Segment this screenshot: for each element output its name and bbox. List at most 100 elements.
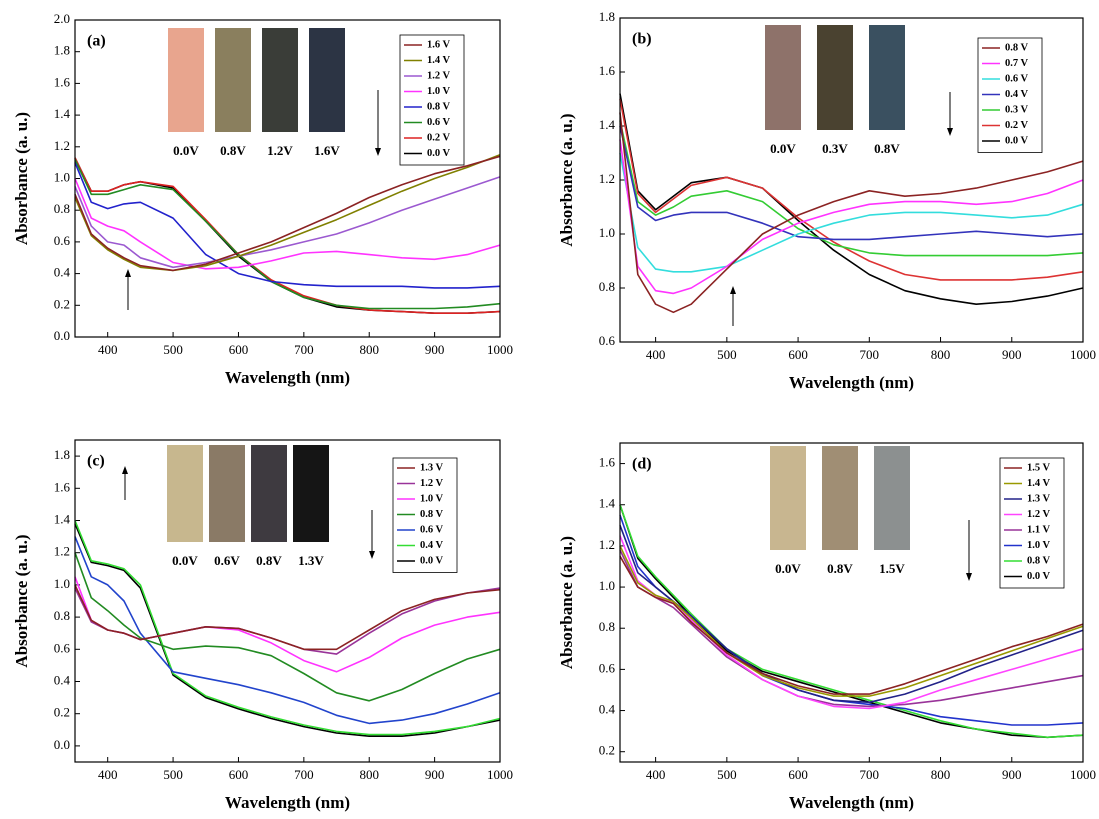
legend-label: 0.8 V — [1005, 42, 1029, 53]
legend-label: 1.2 V — [427, 70, 451, 81]
y-tick-label: 0.6 — [54, 640, 71, 655]
y-tick-label: 1.0 — [599, 225, 615, 240]
y-tick-label: 0.6 — [599, 660, 616, 675]
color-swatch — [770, 446, 806, 550]
legend-label: 0.6 V — [1005, 73, 1029, 84]
swatch-label: 0.0V — [172, 553, 198, 568]
legend-label: 0.0 V — [1005, 135, 1029, 146]
spectrum-line — [619, 112, 1084, 314]
legend-label: 0.0 V — [420, 555, 444, 566]
y-tick-label: 1.6 — [599, 63, 616, 78]
legend-label: 1.0 V — [427, 86, 451, 97]
x-tick-label: 600 — [229, 342, 249, 357]
y-tick-label: 0.0 — [54, 328, 70, 343]
legend-label: 1.4 V — [427, 55, 451, 66]
y-tick-label: 0.8 — [54, 201, 70, 216]
x-tick-label: 700 — [860, 767, 880, 782]
swatch-label: 0.6V — [214, 553, 240, 568]
spectrum-line — [74, 576, 501, 673]
legend-label: 1.2 V — [420, 478, 444, 489]
y-tick-label: 1.4 — [54, 106, 71, 121]
y-tick-label: 0.8 — [54, 608, 70, 623]
x-tick-label: 1000 — [487, 767, 513, 782]
x-tick-label: 500 — [163, 342, 183, 357]
swatch-label: 0.0V — [775, 561, 801, 576]
y-axis-title: Absorbance (a. u.) — [12, 112, 31, 245]
spectrum-line — [619, 525, 1084, 704]
x-tick-label: 600 — [788, 347, 808, 362]
spectrum-line — [619, 504, 1084, 739]
y-tick-label: 1.2 — [599, 537, 615, 552]
y-tick-label: 0.2 — [599, 743, 615, 758]
swatch-label: 0.8V — [827, 561, 853, 576]
spectrum-line — [619, 125, 1084, 241]
y-tick-label: 1.8 — [54, 447, 70, 462]
x-tick-label: 800 — [359, 767, 379, 782]
y-axis-title: Absorbance (a. u.) — [557, 113, 576, 246]
x-tick-label: 700 — [294, 767, 314, 782]
y-tick-label: 1.8 — [599, 9, 615, 24]
spectrum-line — [619, 139, 1084, 295]
y-tick-label: 1.2 — [599, 171, 615, 186]
swatch-label: 0.8V — [220, 143, 246, 158]
x-tick-label: 800 — [931, 767, 951, 782]
y-tick-label: 0.8 — [599, 279, 615, 294]
y-tick-label: 0.0 — [54, 737, 70, 752]
y-tick-label: 0.2 — [54, 705, 70, 720]
y-tick-label: 1.4 — [54, 511, 71, 526]
x-tick-label: 400 — [646, 767, 666, 782]
spectrum-line — [619, 535, 1084, 710]
panel-label: (a) — [87, 33, 106, 50]
panel-label: (d) — [632, 456, 652, 473]
y-tick-label: 0.8 — [599, 619, 615, 634]
swatch-label: 0.8V — [256, 553, 282, 568]
swatch-label: 0.0V — [770, 141, 796, 156]
spectrum-line — [619, 555, 1084, 695]
x-tick-label: 1000 — [1070, 347, 1096, 362]
legend-label: 0.2 V — [1005, 120, 1029, 131]
legend-label: 0.0 V — [427, 148, 451, 159]
x-tick-label: 400 — [98, 342, 118, 357]
swatch-label: 0.3V — [822, 141, 848, 156]
legend-label: 1.3 V — [1027, 493, 1051, 504]
y-tick-label: 0.4 — [599, 702, 616, 717]
plot-frame — [619, 17, 1084, 343]
spectrum-line — [74, 523, 501, 737]
legend-label: 0.6 V — [420, 524, 444, 535]
panel-label: (b) — [632, 31, 652, 48]
color-swatch — [293, 445, 329, 542]
color-swatch — [869, 25, 905, 130]
plot-frame — [74, 439, 501, 763]
spectrum-line — [74, 520, 501, 736]
y-axis-title: Absorbance (a. u.) — [12, 534, 31, 667]
color-swatch — [822, 446, 858, 550]
x-tick-label: 900 — [425, 342, 445, 357]
legend-label: 1.0 V — [420, 493, 444, 504]
y-axis-title: Absorbance (a. u.) — [557, 536, 576, 669]
legend-label: 0.8 V — [1027, 555, 1051, 566]
legend-label: 0.4 V — [420, 540, 444, 551]
x-tick-label: 600 — [788, 767, 808, 782]
y-tick-label: 1.6 — [54, 479, 71, 494]
y-tick-label: 0.6 — [54, 233, 71, 248]
spectrum-line — [619, 120, 1084, 257]
x-tick-label: 900 — [425, 767, 445, 782]
swatch-label: 0.0V — [173, 143, 199, 158]
spectrum-line — [74, 162, 501, 289]
spectrum-line — [74, 155, 501, 272]
spectrum-line — [619, 549, 1084, 708]
legend-box — [399, 34, 465, 166]
x-tick-label: 1000 — [1070, 767, 1096, 782]
swatch-label: 1.5V — [879, 561, 905, 576]
legend-label: 1.3 V — [420, 462, 444, 473]
swatch-label: 1.6V — [314, 143, 340, 158]
legend-label: 1.1 V — [1027, 524, 1051, 535]
spectrum-line — [619, 93, 1084, 305]
spectrum-line — [74, 178, 501, 270]
color-swatch — [251, 445, 287, 542]
x-axis-title: Wavelength (nm) — [789, 793, 914, 812]
y-tick-label: 0.2 — [54, 296, 70, 311]
color-swatch — [215, 28, 251, 132]
spectrum-line — [619, 545, 1084, 697]
x-axis-title: Wavelength (nm) — [789, 373, 914, 392]
